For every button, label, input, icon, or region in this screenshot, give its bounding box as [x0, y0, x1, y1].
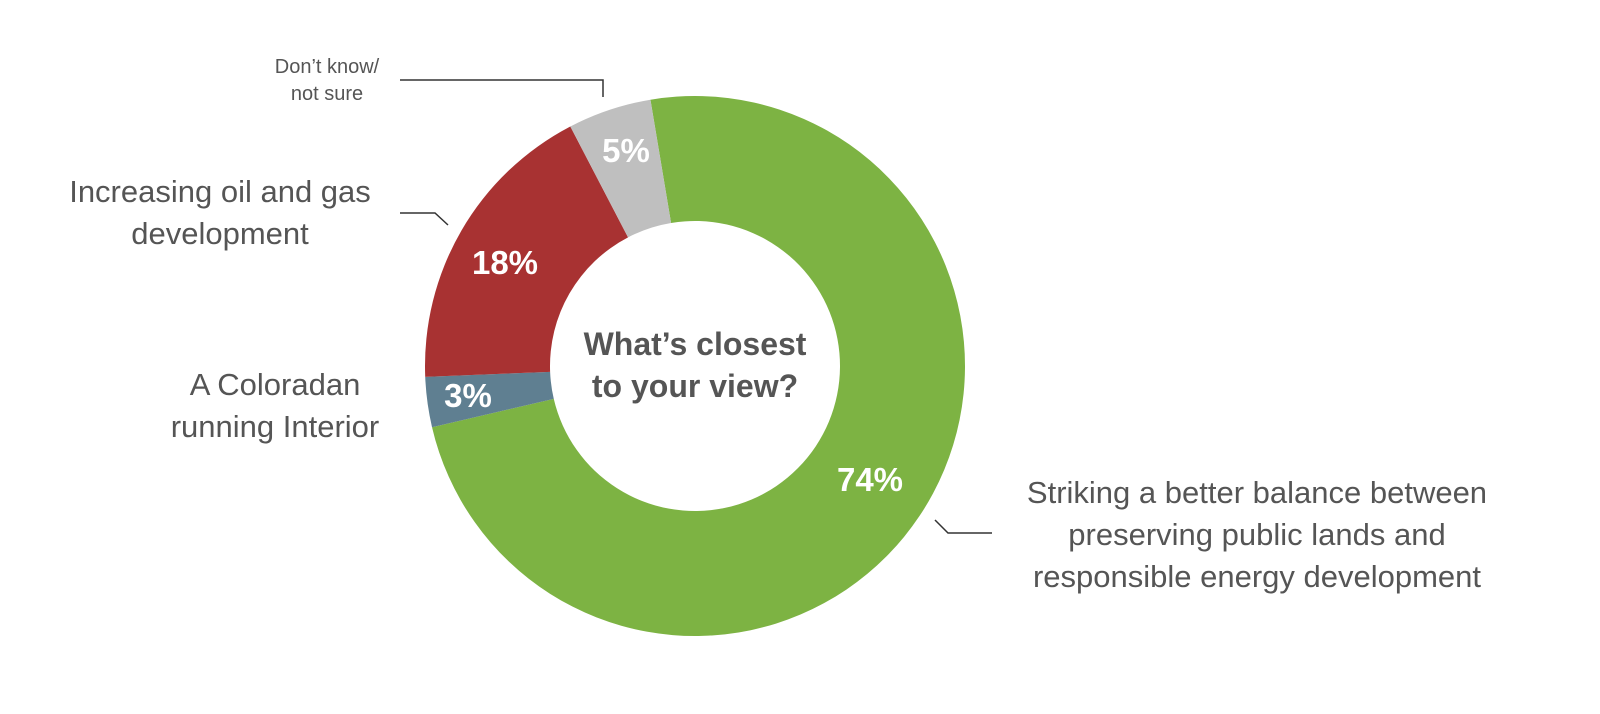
donut-segment	[424, 126, 629, 377]
category-label: Increasing oil and gas development	[69, 174, 371, 251]
value-label: 5%	[602, 132, 650, 169]
category-label: A Coloradan running Interior	[171, 367, 380, 444]
category-label: Striking a better balance between preserv…	[1027, 475, 1487, 594]
value-label: 74%	[837, 461, 903, 498]
value-label: 3%	[444, 377, 492, 414]
value-label: 18%	[472, 244, 538, 281]
category-label: Don’t know/not sure	[275, 56, 380, 105]
donut-segment	[432, 95, 966, 636]
donut-segment	[570, 99, 672, 238]
leader-line	[400, 79, 604, 97]
chart-title: What’s closest to your view?	[584, 326, 807, 404]
donut-segment	[425, 371, 554, 428]
leader-line	[934, 519, 992, 534]
leader-line	[400, 212, 449, 226]
